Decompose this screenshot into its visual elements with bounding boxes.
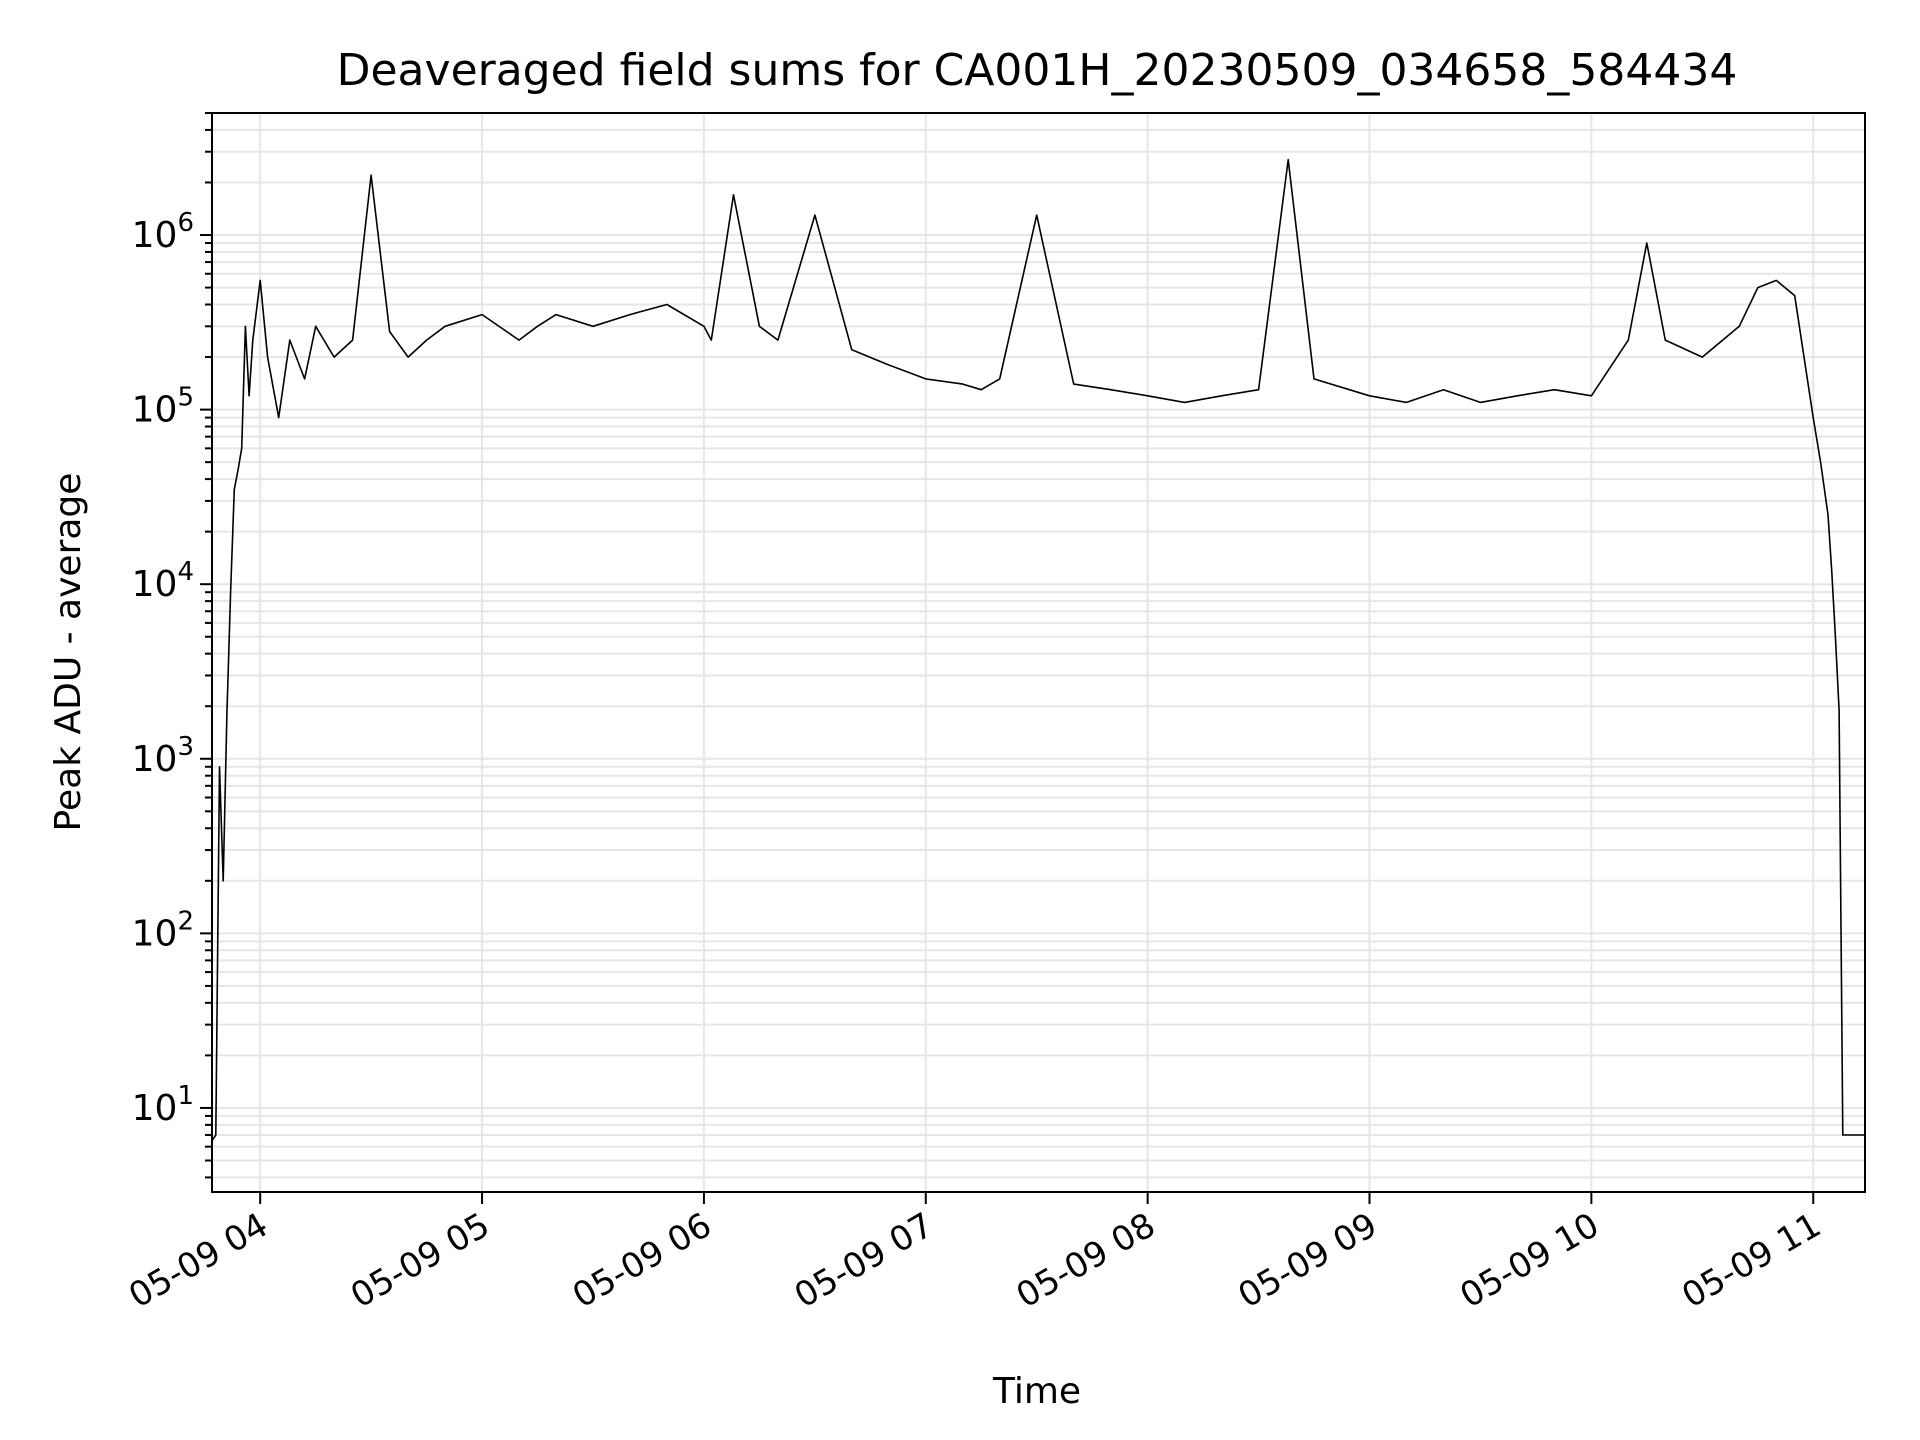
grid (212, 112, 1865, 1192)
x-tick-label: 05-09 07 (788, 1205, 940, 1316)
y-tick-exponent: 2 (177, 906, 194, 936)
series-line (211, 158, 1865, 1142)
x-tick-label: 05-09 05 (344, 1205, 496, 1316)
y-tick-base: 10 (132, 913, 178, 954)
chart-title: Deaveraged field sums for CA001H_2023050… (337, 45, 1738, 96)
x-axis: 05-09 04 05-09 05 05-09 06 05-09 07 05-09 08… (122, 1192, 1828, 1316)
y-tick-exponent: 1 (177, 1081, 194, 1111)
y-tick-exponent: 4 (177, 557, 194, 587)
y-tick-label: 103 (132, 732, 194, 780)
x-tick-label: 05-09 04 (122, 1205, 274, 1316)
y-tick-label: 102 (132, 906, 194, 954)
y-tick-exponent: 3 (177, 732, 194, 762)
x-axis-label: Time (992, 1371, 1081, 1412)
y-tick-exponent: 6 (177, 208, 194, 238)
y-tick-label: 105 (132, 383, 194, 431)
x-tick-label: 05-09 09 (1232, 1205, 1384, 1316)
axes-frame (211, 112, 1866, 1193)
y-tick-label: 106 (132, 208, 194, 256)
y-tick-base: 10 (132, 739, 178, 780)
y-tick-label: 104 (132, 557, 194, 605)
y-tick-base: 10 (132, 215, 178, 256)
x-tick-label: 05-09 06 (566, 1205, 718, 1316)
x-tick-label: 05-09 10 (1453, 1205, 1605, 1316)
y-tick-exponent: 5 (177, 383, 194, 413)
y-tick-base: 10 (132, 564, 178, 605)
y-tick-base: 10 (132, 1088, 178, 1129)
x-tick-label: 05-09 11 (1675, 1205, 1827, 1316)
y-tick-label: 101 (132, 1081, 194, 1129)
series-group (211, 158, 1865, 1142)
y-axis-label: Peak ADU - average (48, 473, 89, 832)
x-tick-label: 05-09 08 (1010, 1205, 1162, 1316)
y-tick-base: 10 (132, 390, 178, 431)
